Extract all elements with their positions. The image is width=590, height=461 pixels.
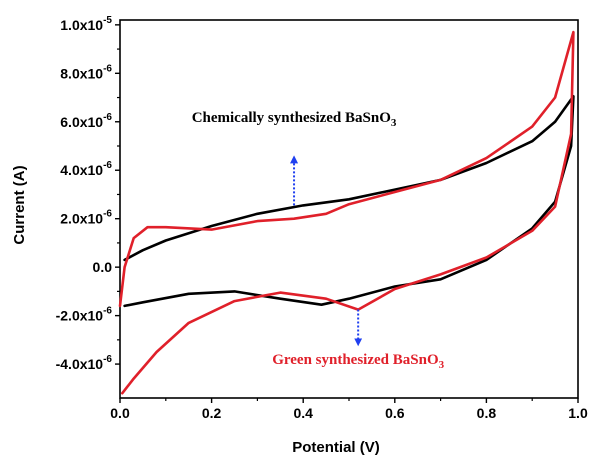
x-tick-label: 0.2 xyxy=(202,405,222,421)
y-tick-label: -4.0x10-6 xyxy=(56,354,113,372)
series-line-chemical xyxy=(123,95,575,308)
y-axis-ticks: -4.0x10-6 -2.0x10-6 0.0 2.0x10-6 4.0x10-6 6.0… xyxy=(56,15,120,372)
y-tick-label: 2.0x10-6 xyxy=(60,209,112,227)
x-tick-label: 0.4 xyxy=(293,405,313,421)
y-axis-label: Current (A) xyxy=(11,165,28,244)
series-line-green xyxy=(118,30,575,395)
annotation-label-chemical: Chemically synthesized BaSnO3 xyxy=(192,110,397,129)
y-tick-label: 0.0 xyxy=(93,259,113,275)
x-axis-ticks: 0.0 0.2 0.4 0.6 0.8 1.0 xyxy=(110,398,588,421)
annotation-label-green: Green synthesized BaSnO3 xyxy=(272,352,444,371)
series-lines xyxy=(118,30,575,395)
y-tick-label: -2.0x10-6 xyxy=(56,306,113,324)
y-tick-label: 4.0x10-6 xyxy=(60,160,112,178)
y-tick-label: 1.0x10-5 xyxy=(60,15,112,33)
y-tick-label: 8.0x10-6 xyxy=(60,63,112,81)
annotations: Chemically synthesized BaSnO3 Green synth… xyxy=(192,110,445,371)
axes xyxy=(119,19,579,399)
x-tick-label: 1.0 xyxy=(568,405,588,421)
x-tick-label: 0.0 xyxy=(110,405,130,421)
x-axis-label: Potential (V) xyxy=(292,439,380,456)
y-tick-label: 6.0x10-6 xyxy=(60,112,112,130)
x-tick-label: 0.6 xyxy=(385,405,405,421)
plot-frame xyxy=(119,19,579,399)
x-tick-label: 0.8 xyxy=(477,405,497,421)
